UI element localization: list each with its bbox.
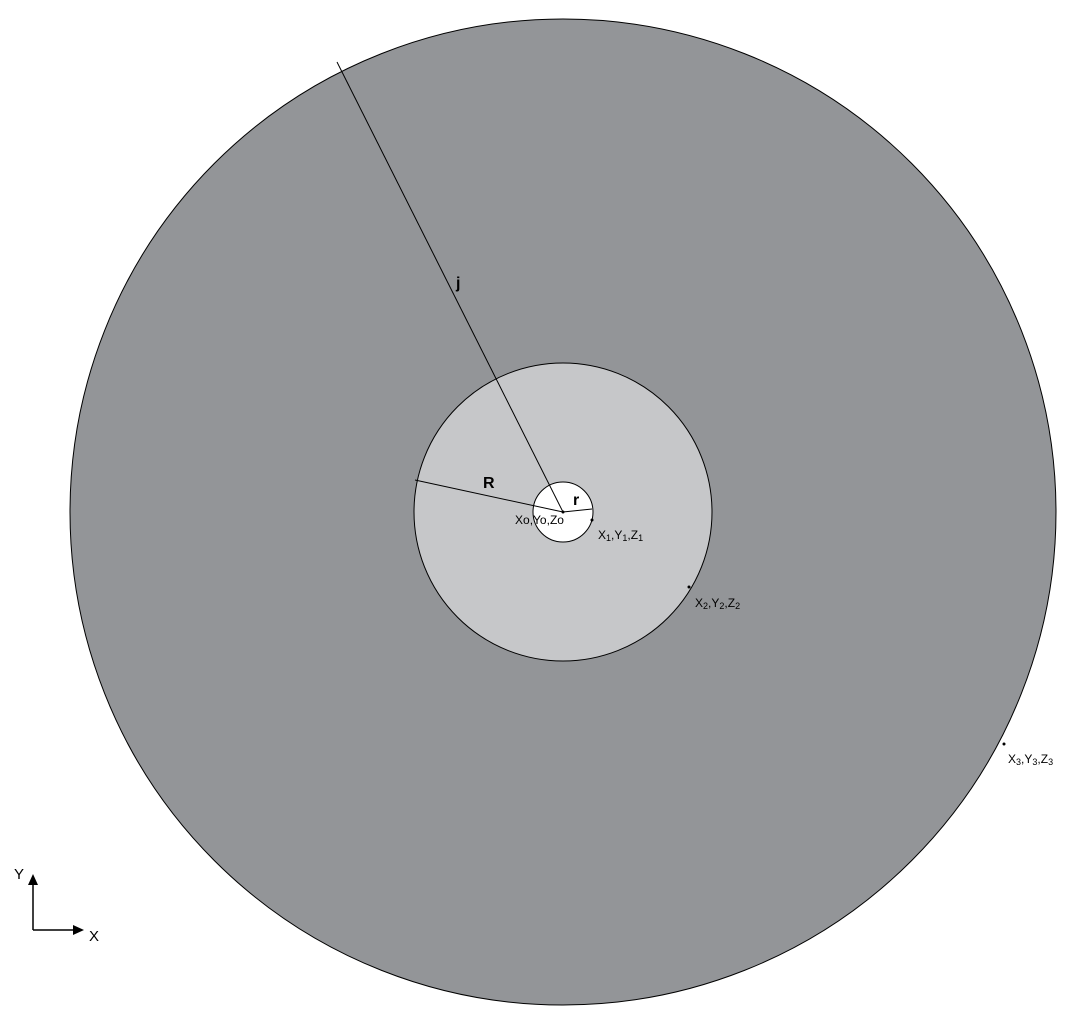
p3-z: Z (1041, 752, 1048, 766)
p3-y: Y (1024, 752, 1032, 766)
label-point-1: X1,Y1,Z1 (598, 528, 643, 543)
p1-y: Y (614, 528, 622, 542)
p1-sep-2: , (627, 528, 630, 542)
p2-y: Y (711, 596, 719, 610)
p2-z-sub: 2 (735, 601, 740, 611)
p3-sep-1: , (1021, 752, 1024, 766)
center-sep-1: , (530, 513, 533, 527)
label-R: R (483, 475, 495, 492)
x-axis-label: X (89, 928, 99, 945)
p1-x-sub: 1 (606, 533, 611, 543)
radius-line-j (336, 61, 564, 513)
p1-y-sub: 1 (622, 533, 627, 543)
y-axis-arrow-icon (28, 874, 38, 885)
p1-x: X (598, 528, 606, 542)
label-point-2: X2,Y2,Z2 (695, 596, 740, 611)
y-axis-label: Y (14, 866, 24, 883)
p3-x-sub: 3 (1016, 757, 1021, 767)
p2-x: X (695, 596, 703, 610)
axis-indicator: Y X (14, 866, 99, 945)
p3-y-sub: 3 (1032, 757, 1037, 767)
center-y: Yo (533, 513, 547, 527)
point-marker-1 (590, 518, 594, 522)
p2-x-sub: 2 (703, 601, 708, 611)
radius-line-r (562, 508, 593, 513)
p1-z: Z (631, 528, 638, 542)
label-j: j (455, 275, 460, 292)
p2-y-sub: 2 (719, 601, 724, 611)
p1-z-sub: 1 (638, 533, 643, 543)
label-point-3: X3,Y3,Z3 (1008, 752, 1053, 767)
label-r: r (573, 492, 579, 509)
p1-sep-1: , (611, 528, 614, 542)
p3-x: X (1008, 752, 1016, 766)
x-axis-arrow-icon (73, 925, 84, 935)
p2-sep-1: , (708, 596, 711, 610)
p2-sep-2: , (724, 596, 727, 610)
point-marker-2 (687, 585, 691, 589)
radius-line-R (414, 479, 564, 513)
p2-z: Z (728, 596, 735, 610)
point-marker-center (561, 510, 565, 514)
label-center-point: Xo,Yo,Zo (515, 513, 564, 527)
point-marker-3 (1002, 742, 1006, 746)
p3-z-sub: 3 (1048, 757, 1053, 767)
center-z: Zo (550, 513, 564, 527)
center-sep-2: , (547, 513, 550, 527)
p3-sep-2: , (1037, 752, 1040, 766)
center-x: Xo (515, 513, 530, 527)
